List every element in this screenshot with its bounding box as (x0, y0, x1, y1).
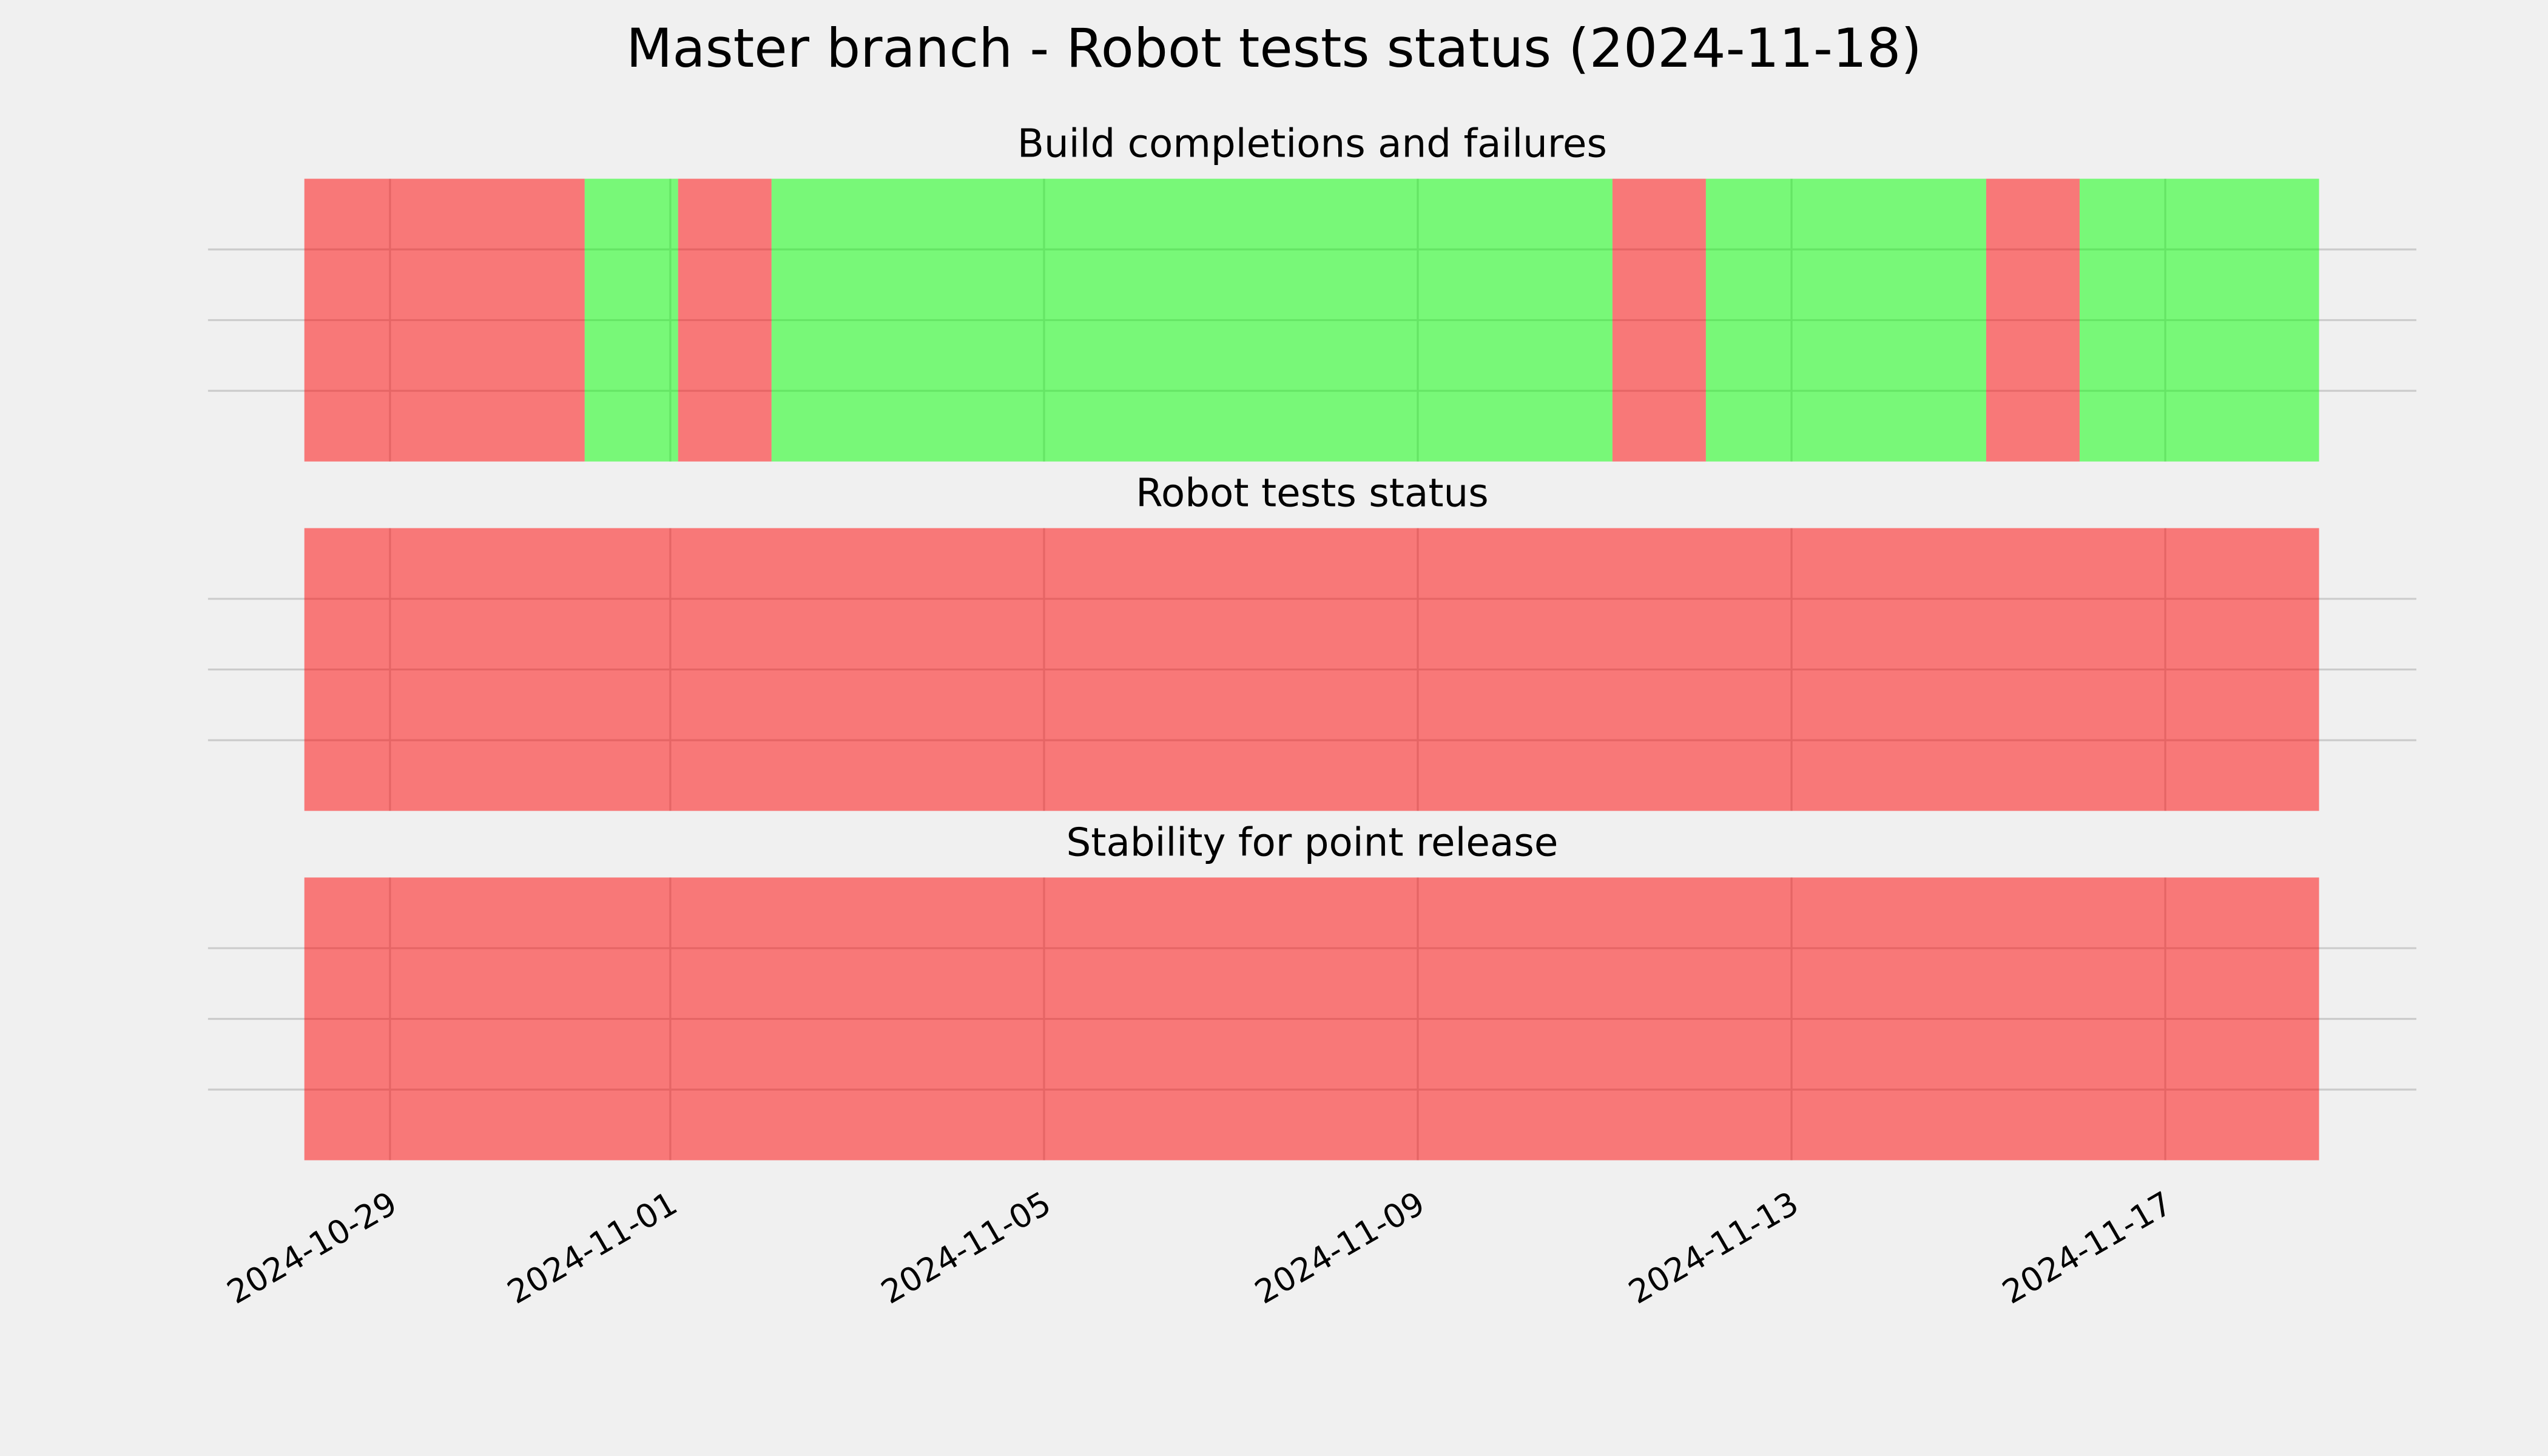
status-span (584, 178, 678, 462)
subplot-title: Stability for point release (1067, 820, 1559, 865)
subplot-title: Build completions and failures (1017, 121, 1607, 167)
status-span (1705, 178, 1986, 462)
figure-title: Master branch - Robot tests status (2024… (626, 17, 1922, 79)
status-span (2079, 178, 2319, 462)
status-span (678, 178, 772, 462)
status-span (1612, 178, 1706, 462)
status-span (771, 178, 1613, 462)
status-span (1986, 178, 2080, 462)
status-span (304, 178, 585, 462)
subplot-title: Robot tests status (1136, 471, 1489, 516)
status-span (304, 877, 2319, 1161)
status-span (304, 528, 2319, 811)
